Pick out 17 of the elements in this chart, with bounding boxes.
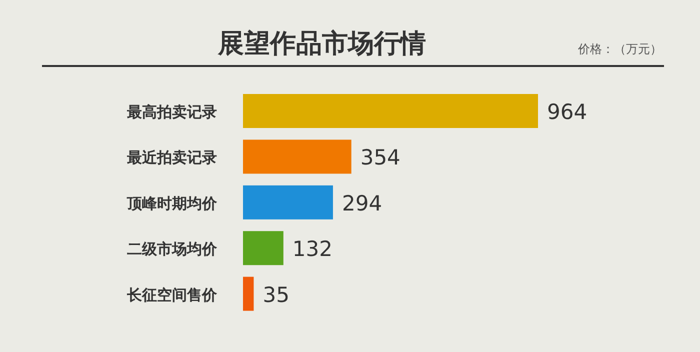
bar <box>243 276 254 311</box>
bar <box>243 231 284 266</box>
y-tick-label: 长征空间售价 <box>126 286 218 304</box>
bar <box>243 94 538 128</box>
text: 价格：（万元） <box>577 42 662 56</box>
bar <box>243 140 352 174</box>
y-tick-label: 最近拍卖记录 <box>126 148 217 167</box>
data-label: 294 <box>342 191 382 216</box>
data-label: 35 <box>262 282 290 307</box>
y-tick-label: 顶峰时期均价 <box>126 194 218 212</box>
y-tick-label: 最高拍卖记录 <box>126 103 217 121</box>
data-label: 354 <box>360 146 400 170</box>
chart-title: 展望作品市场行情 <box>217 29 426 59</box>
data-label: 132 <box>292 237 332 262</box>
bar <box>243 185 333 220</box>
y-tick-label: 二级市场均价 <box>127 240 218 258</box>
data-label: 964 <box>547 100 588 124</box>
